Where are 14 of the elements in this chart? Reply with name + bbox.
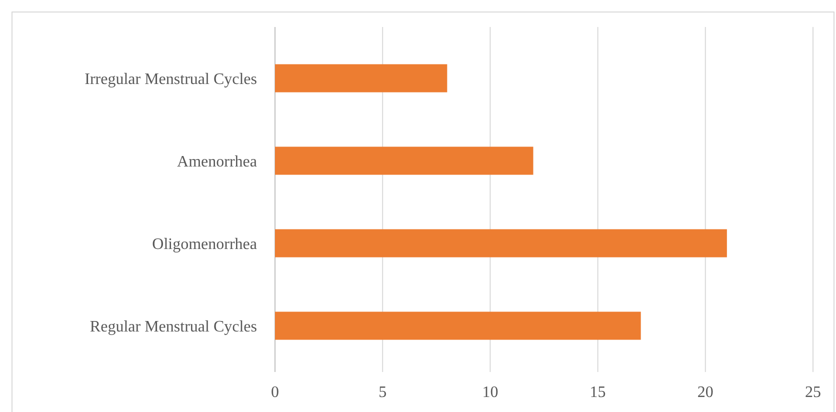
y-tick-label: Oligomenorrhea [152,236,257,253]
y-tick-label: Regular Menstrual Cycles [90,318,257,336]
x-tick-label: 25 [805,384,821,401]
y-tick-label: Amenorrhea [177,153,257,170]
x-tick-label: 20 [697,384,714,401]
bar [275,229,727,258]
bar [275,146,534,175]
x-tick-label: 15 [590,384,606,401]
x-tick-label: 5 [378,384,387,401]
y-tick-label: Irregular Menstrual Cycles [84,70,257,88]
bar [275,312,641,340]
x-tick-label: 10 [482,384,498,401]
x-tick-label: 0 [271,384,279,401]
bar [275,64,448,92]
